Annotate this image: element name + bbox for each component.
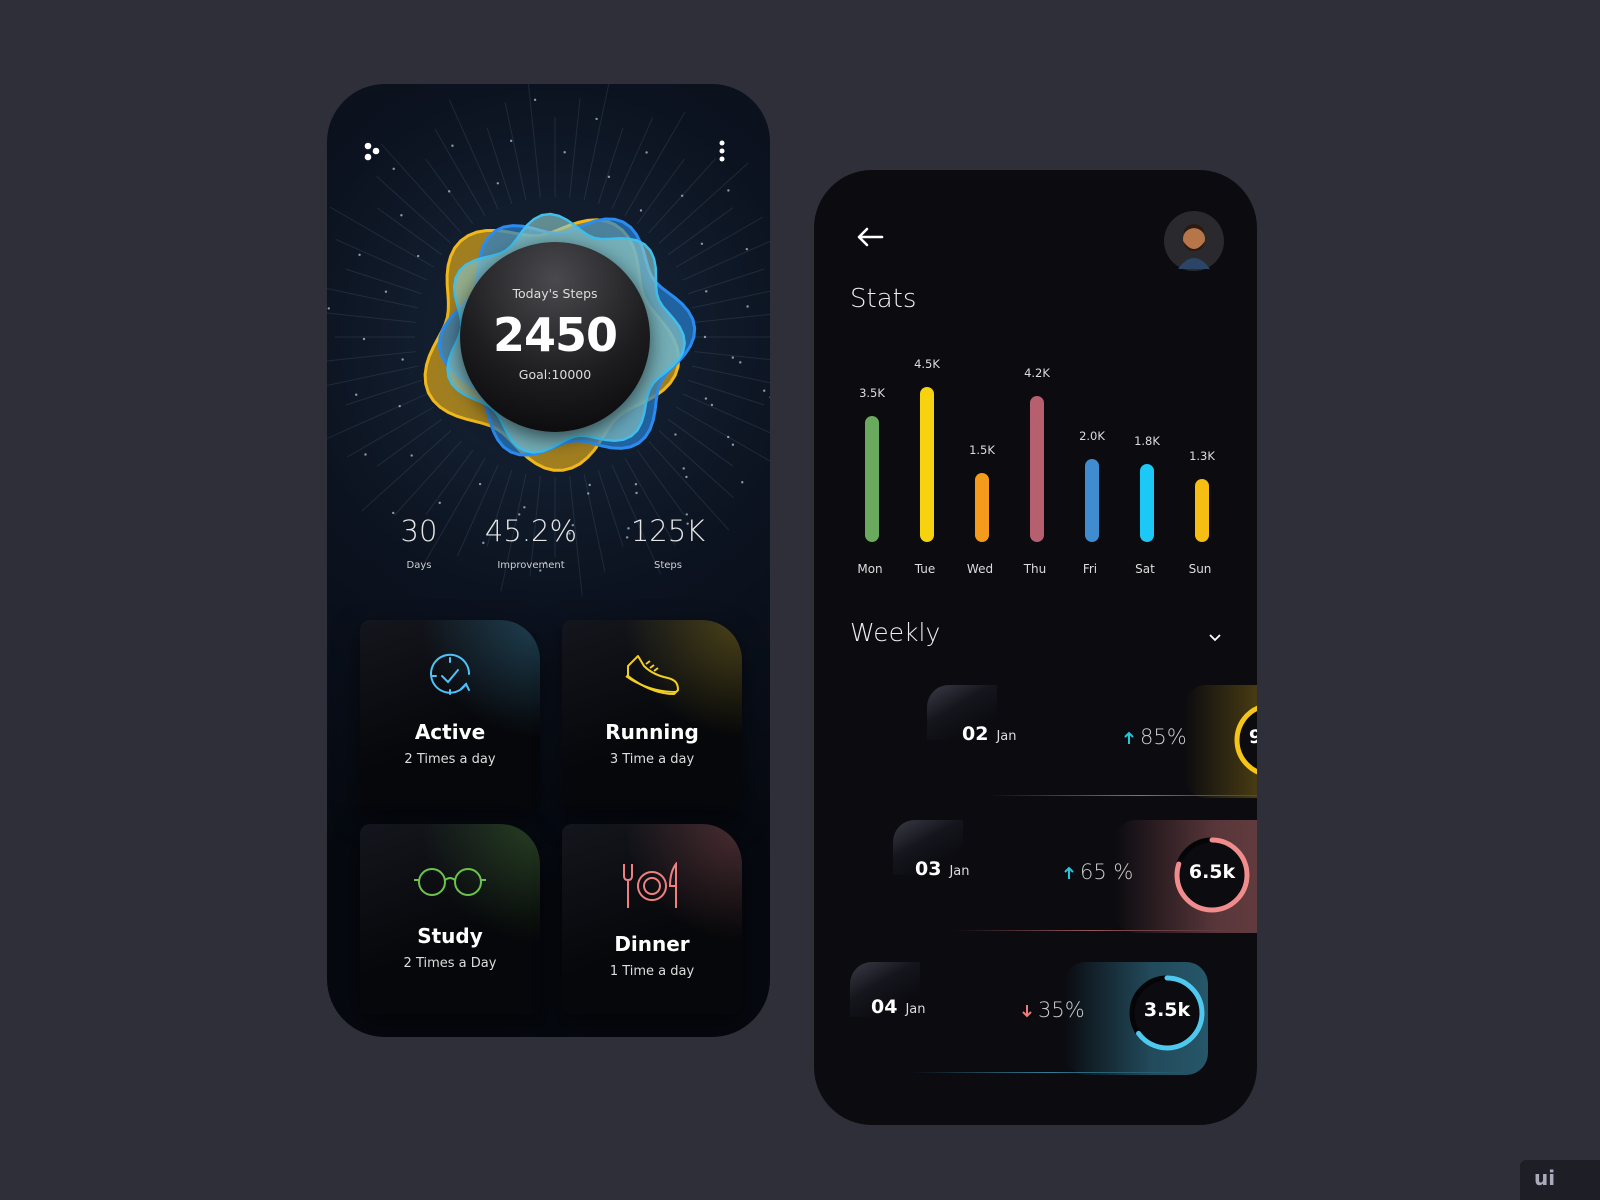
period-label: Weekly <box>850 618 941 647</box>
weekly-row-date[interactable]: 04 Jan <box>871 996 926 1018</box>
card-subtitle: 1 Time a day <box>609 964 695 979</box>
row-month: Jan <box>949 864 970 879</box>
row-steps-value: 3.5k <box>1143 999 1191 1021</box>
card-study[interactable]: Study 2 Times a Day <box>360 824 540 1014</box>
card-title: Active <box>414 720 486 744</box>
row-month: Jan <box>905 1002 926 1017</box>
bar-fri[interactable] <box>1085 458 1099 542</box>
todays-steps-dial[interactable]: Today's Steps 2450 Goal:10000 <box>460 242 650 432</box>
day-label: Thu <box>1023 562 1047 576</box>
stat-label: Improvement <box>497 560 565 571</box>
row-steps-value: 9.5k <box>1248 726 1257 748</box>
bar-thu[interactable] <box>1030 395 1044 542</box>
stat-label: Steps <box>654 560 682 571</box>
day-label: Tue <box>914 562 936 576</box>
weekly-row-tab <box>893 820 963 875</box>
weekly-row-date[interactable]: 03 Jan <box>915 858 970 880</box>
card-title: Dinner <box>614 932 690 956</box>
bar-value-label: 1.8K <box>1134 434 1160 449</box>
dots-cluster-icon[interactable] <box>363 142 383 166</box>
card-subtitle: 2 Times a day <box>404 752 496 767</box>
row-progress-ring: 9.5k <box>1232 700 1257 780</box>
avatar[interactable] <box>1164 211 1224 271</box>
home-screen: Today's Steps 2450 Goal:10000 30 Days 45… <box>327 84 770 1037</box>
stat-days: 30 Days <box>354 514 484 571</box>
row-divider <box>910 1072 1187 1073</box>
stat-improvement: 45.2% Improvement <box>466 514 596 571</box>
watermark-logo: ui <box>1520 1160 1600 1200</box>
chevron-down-icon[interactable] <box>1208 628 1222 647</box>
row-percent: 65 % <box>1080 860 1134 884</box>
row-divider <box>953 930 1232 931</box>
bar-sun[interactable] <box>1195 478 1209 542</box>
row-divider <box>987 795 1257 796</box>
card-subtitle: 3 Time a day <box>609 752 695 767</box>
steps-goal: Goal:10000 <box>518 367 592 382</box>
weekly-row-tab <box>927 685 997 740</box>
bar-value-label: 4.5K <box>914 357 940 371</box>
kebab-menu-icon[interactable] <box>718 140 726 166</box>
row-progress-ring: 6.5k <box>1172 835 1252 915</box>
row-percent: 35% <box>1038 998 1085 1022</box>
row-day: 03 <box>915 858 942 880</box>
clock-check-icon <box>426 652 474 704</box>
arrow-up-icon <box>1124 730 1134 749</box>
stat-steps: 125K Steps <box>603 514 733 571</box>
weekly-row-date[interactable]: 02 Jan <box>962 723 1017 745</box>
bar-mon[interactable] <box>865 415 879 542</box>
arrow-left-icon[interactable] <box>856 226 884 252</box>
bar-value-label: 3.5K <box>859 385 885 400</box>
card-active[interactable]: Active 2 Times a day <box>360 620 540 810</box>
stats-screen: Stats 3.5K Mon 4.5K Tue 1.5K Wed 4.2K Thu 2.0K Fr… <box>814 170 1257 1125</box>
row-steps-value: 6.5k <box>1188 861 1236 883</box>
bar-value-label: 4.2K <box>1024 365 1050 380</box>
card-subtitle: 2 Times a Day <box>403 956 497 971</box>
card-title: Study <box>417 924 483 948</box>
sneaker-icon <box>622 652 682 704</box>
todays-steps-value: 2450 <box>492 308 618 362</box>
bar-value-label: 1.5K <box>969 443 995 457</box>
card-title: Running <box>605 720 699 744</box>
stats-title: Stats <box>850 284 917 314</box>
bar-value-label: 2.0K <box>1079 428 1105 443</box>
row-day: 02 <box>962 723 989 745</box>
bar-value-label: 1.3K <box>1189 448 1215 463</box>
bar-sat[interactable] <box>1140 464 1154 542</box>
bar-wed[interactable] <box>975 473 989 542</box>
fork-plate-knife-icon <box>620 860 684 914</box>
day-label: Sun <box>1188 562 1212 576</box>
stat-label: Days <box>406 560 432 571</box>
todays-steps-label: Today's Steps <box>512 286 598 301</box>
arrow-down-icon <box>1022 1003 1032 1022</box>
glasses-icon <box>410 864 490 904</box>
weekly-bar-chart: 3.5K Mon 4.5K Tue 1.5K Wed 4.2K Thu 2.0K Fri 1.8K S… <box>814 170 1257 590</box>
stat-value: 125K <box>630 514 706 548</box>
row-month: Jan <box>996 729 1017 744</box>
day-label: Mon <box>857 562 883 576</box>
card-dinner[interactable]: Dinner 1 Time a day <box>562 824 742 1014</box>
avatar-person-icon <box>1178 224 1210 269</box>
row-day: 04 <box>871 996 898 1018</box>
day-label: Wed <box>966 562 994 576</box>
day-label: Sat <box>1135 562 1155 576</box>
row-percent: 85% <box>1140 725 1187 749</box>
arrow-up-icon <box>1064 865 1074 884</box>
card-running[interactable]: Running 3 Time a day <box>562 620 742 810</box>
stat-value: 30 <box>400 514 438 548</box>
day-label: Fri <box>1082 562 1098 576</box>
stat-value: 45.2% <box>484 514 578 548</box>
row-progress-ring: 3.5k <box>1127 973 1207 1053</box>
bar-tue[interactable] <box>920 387 934 542</box>
weekly-row-tab <box>850 962 920 1017</box>
